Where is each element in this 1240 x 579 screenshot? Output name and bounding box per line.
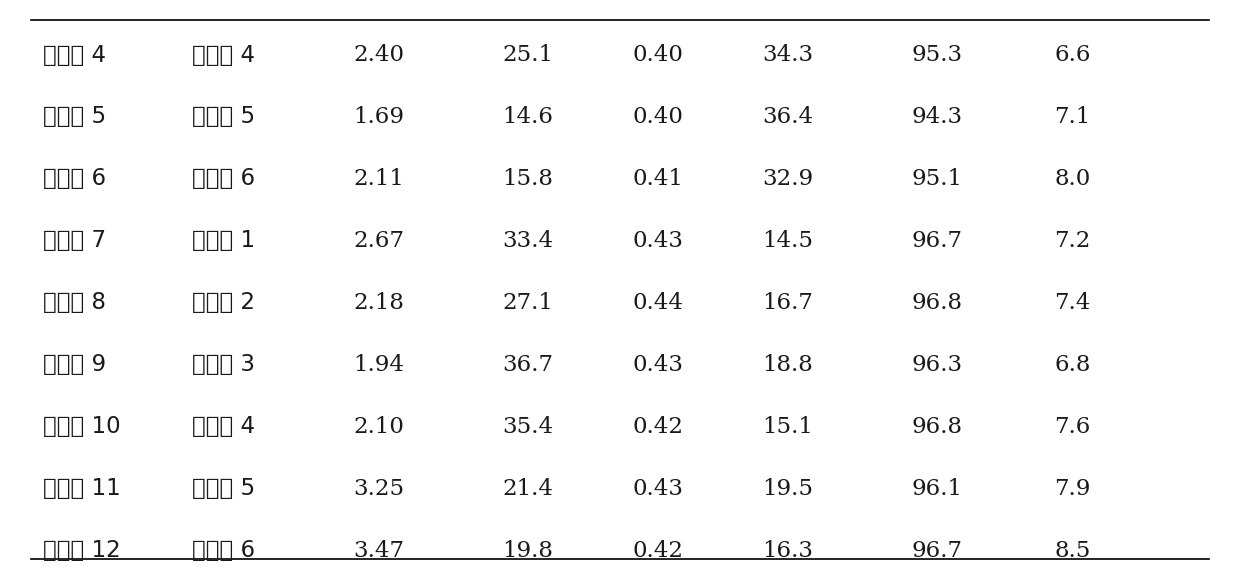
Text: 96.7: 96.7 — [911, 540, 962, 562]
Text: 6.8: 6.8 — [1054, 354, 1090, 376]
Text: 16.7: 16.7 — [763, 292, 813, 314]
Text: 96.8: 96.8 — [911, 416, 962, 438]
Text: 2.18: 2.18 — [353, 292, 404, 314]
Text: 33.4: 33.4 — [502, 230, 553, 252]
Text: 实施例 12: 实施例 12 — [43, 539, 122, 562]
Text: 化合物 2: 化合物 2 — [192, 291, 255, 314]
Text: 2.10: 2.10 — [353, 416, 404, 438]
Text: 8.5: 8.5 — [1054, 540, 1090, 562]
Text: 36.7: 36.7 — [502, 354, 553, 376]
Text: 化合物 6: 化合物 6 — [192, 539, 255, 562]
Text: 14.6: 14.6 — [502, 106, 553, 128]
Text: 27.1: 27.1 — [502, 292, 553, 314]
Text: 18.8: 18.8 — [763, 354, 813, 376]
Text: 0.43: 0.43 — [632, 230, 683, 252]
Text: 34.3: 34.3 — [763, 44, 813, 66]
Text: 实施例 11: 实施例 11 — [43, 477, 122, 500]
Text: 15.1: 15.1 — [763, 416, 813, 438]
Text: 6.6: 6.6 — [1054, 44, 1090, 66]
Text: 实施例 6: 实施例 6 — [43, 167, 107, 190]
Text: 7.2: 7.2 — [1054, 230, 1090, 252]
Text: 1.94: 1.94 — [353, 354, 404, 376]
Text: 95.1: 95.1 — [911, 168, 962, 190]
Text: 3.25: 3.25 — [353, 478, 404, 500]
Text: 2.11: 2.11 — [353, 168, 404, 190]
Text: 实施例 8: 实施例 8 — [43, 291, 107, 314]
Text: 19.5: 19.5 — [763, 478, 813, 500]
Text: 化合物 1: 化合物 1 — [192, 229, 255, 252]
Text: 19.8: 19.8 — [502, 540, 553, 562]
Text: 0.43: 0.43 — [632, 478, 683, 500]
Text: 化合物 4: 化合物 4 — [192, 43, 255, 67]
Text: 96.7: 96.7 — [911, 230, 962, 252]
Text: 0.41: 0.41 — [632, 168, 683, 190]
Text: 1.69: 1.69 — [353, 106, 404, 128]
Text: 7.9: 7.9 — [1054, 478, 1090, 500]
Text: 21.4: 21.4 — [502, 478, 553, 500]
Text: 2.67: 2.67 — [353, 230, 404, 252]
Text: 3.47: 3.47 — [353, 540, 404, 562]
Text: 实施例 10: 实施例 10 — [43, 415, 122, 438]
Text: 96.1: 96.1 — [911, 478, 962, 500]
Text: 7.4: 7.4 — [1054, 292, 1090, 314]
Text: 96.8: 96.8 — [911, 292, 962, 314]
Text: 32.9: 32.9 — [763, 168, 813, 190]
Text: 实施例 7: 实施例 7 — [43, 229, 107, 252]
Text: 实施例 4: 实施例 4 — [43, 43, 107, 67]
Text: 0.40: 0.40 — [632, 106, 683, 128]
Text: 14.5: 14.5 — [763, 230, 813, 252]
Text: 化合物 5: 化合物 5 — [192, 105, 255, 129]
Text: 2.40: 2.40 — [353, 44, 404, 66]
Text: 36.4: 36.4 — [763, 106, 813, 128]
Text: 实施例 9: 实施例 9 — [43, 353, 107, 376]
Text: 0.44: 0.44 — [632, 292, 683, 314]
Text: 16.3: 16.3 — [763, 540, 813, 562]
Text: 15.8: 15.8 — [502, 168, 553, 190]
Text: 35.4: 35.4 — [502, 416, 553, 438]
Text: 化合物 5: 化合物 5 — [192, 477, 255, 500]
Text: 0.40: 0.40 — [632, 44, 683, 66]
Text: 8.0: 8.0 — [1054, 168, 1090, 190]
Text: 实施例 5: 实施例 5 — [43, 105, 107, 129]
Text: 化合物 4: 化合物 4 — [192, 415, 255, 438]
Text: 0.42: 0.42 — [632, 540, 683, 562]
Text: 7.6: 7.6 — [1054, 416, 1090, 438]
Text: 化合物 3: 化合物 3 — [192, 353, 255, 376]
Text: 96.3: 96.3 — [911, 354, 962, 376]
Text: 0.43: 0.43 — [632, 354, 683, 376]
Text: 0.42: 0.42 — [632, 416, 683, 438]
Text: 95.3: 95.3 — [911, 44, 962, 66]
Text: 25.1: 25.1 — [502, 44, 553, 66]
Text: 94.3: 94.3 — [911, 106, 962, 128]
Text: 化合物 6: 化合物 6 — [192, 167, 255, 190]
Text: 7.1: 7.1 — [1054, 106, 1090, 128]
